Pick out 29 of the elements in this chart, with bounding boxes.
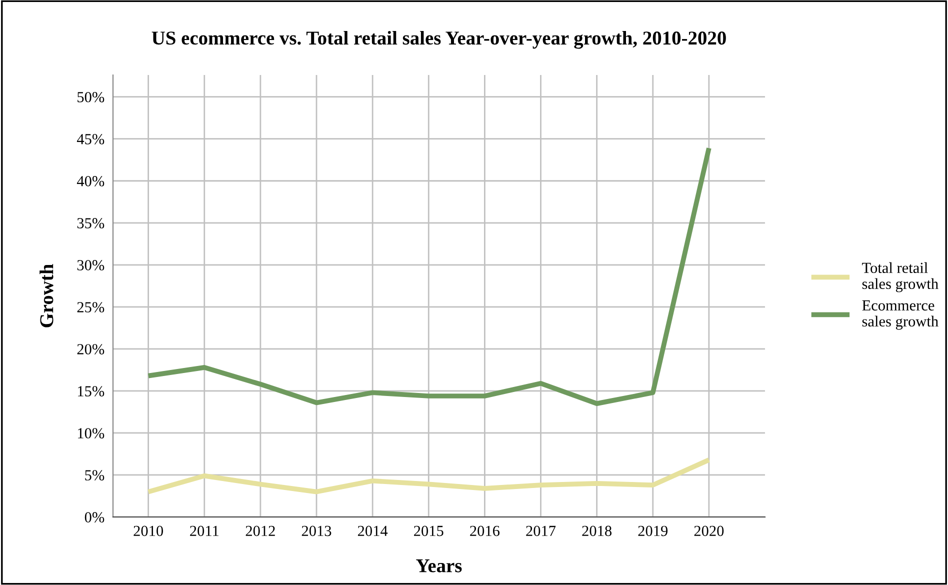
x-tick-label: 2012 <box>246 526 275 536</box>
y-tick-label: 45% <box>76 134 104 144</box>
chart-title: US ecommerce vs. Total retail sales Year-over-year growth, 2010-2020 <box>152 30 726 49</box>
x-tick-label: 2017 <box>526 526 556 536</box>
x-tick-label: 2014 <box>358 526 388 536</box>
x-tick-label: 2010 <box>134 526 164 536</box>
legend-label: Total retail sales growth <box>862 262 938 292</box>
x-tick-label: 2015 <box>414 526 444 536</box>
y-tick-label: 40% <box>76 176 104 186</box>
y-tick-label: 50% <box>78 92 104 102</box>
line-series <box>146 457 712 494</box>
y-tick-label: 10% <box>78 428 104 438</box>
x-tick-label: 2016 <box>470 526 500 536</box>
y-tick-label: 25% <box>77 302 104 312</box>
x-tick-label: 2019 <box>638 526 668 536</box>
y-tick-label: 0% <box>84 512 104 522</box>
y-tick-label: 15% <box>78 386 104 396</box>
y-tick-label: 35% <box>77 218 104 228</box>
legend-label: Ecommerce sales growth <box>862 300 938 330</box>
y-tick-label: 5% <box>85 470 104 480</box>
line-series <box>146 146 712 406</box>
x-tick-label: 2020 <box>694 526 724 536</box>
x-tick-label: 2013 <box>302 526 332 536</box>
y-tick-label: 30% <box>77 260 104 270</box>
x-tick-label: 2011 <box>190 526 218 536</box>
x-axis-title: Years <box>416 559 462 572</box>
y-axis-title: Growth <box>40 264 54 328</box>
x-tick-label: 2018 <box>582 526 612 536</box>
y-tick-label: 20% <box>77 344 104 354</box>
